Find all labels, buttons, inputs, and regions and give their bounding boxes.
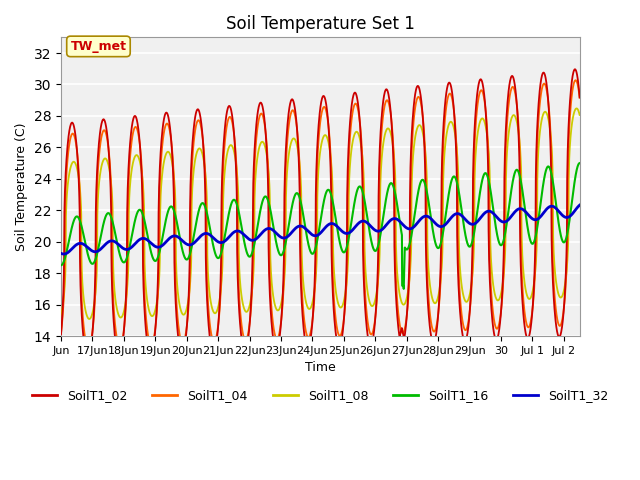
Y-axis label: Soil Temperature (C): Soil Temperature (C) bbox=[15, 122, 28, 251]
Text: TW_met: TW_met bbox=[70, 40, 127, 53]
X-axis label: Time: Time bbox=[305, 361, 336, 374]
Legend: SoilT1_02, SoilT1_04, SoilT1_08, SoilT1_16, SoilT1_32: SoilT1_02, SoilT1_04, SoilT1_08, SoilT1_… bbox=[27, 384, 614, 407]
Title: Soil Temperature Set 1: Soil Temperature Set 1 bbox=[226, 15, 415, 33]
